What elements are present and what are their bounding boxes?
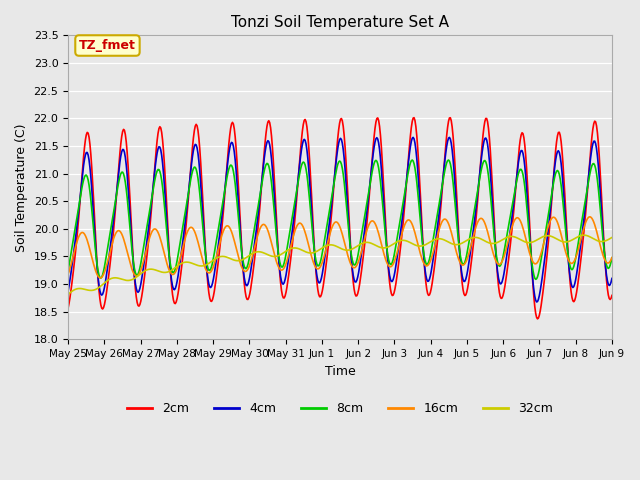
2cm [410,115,418,120]
2cm [385,269,392,275]
16cm [608,255,616,261]
32cm [428,239,435,244]
32cm [385,244,392,250]
8cm [161,202,168,208]
2cm [161,161,168,167]
32cm [608,235,616,240]
16cm [161,255,169,261]
4cm [204,276,212,282]
16cm [311,264,319,269]
16cm [96,275,104,281]
16cm [64,271,72,277]
Y-axis label: Soil Temperature (C): Soil Temperature (C) [15,123,28,252]
8cm [408,157,416,163]
16cm [586,214,594,220]
8cm [204,265,212,271]
Line: 16cm: 16cm [68,217,612,278]
16cm [475,218,483,224]
32cm [580,232,588,238]
Line: 32cm: 32cm [68,235,612,294]
8cm [532,276,540,282]
4cm [475,183,483,189]
8cm [475,183,483,189]
8cm [608,255,616,261]
X-axis label: Time: Time [324,365,355,378]
2cm [534,316,541,322]
4cm [64,288,72,294]
Text: TZ_fmet: TZ_fmet [79,39,136,52]
Line: 2cm: 2cm [68,118,612,319]
16cm [205,270,212,276]
8cm [310,246,318,252]
4cm [608,276,616,281]
2cm [310,242,318,248]
Legend: 2cm, 4cm, 8cm, 16cm, 32cm: 2cm, 4cm, 8cm, 16cm, 32cm [122,397,558,420]
8cm [385,257,392,263]
4cm [428,263,436,268]
4cm [310,246,318,252]
2cm [475,187,483,193]
32cm [64,291,72,297]
2cm [64,305,72,311]
4cm [532,299,540,305]
16cm [428,253,436,259]
Line: 4cm: 4cm [68,137,612,302]
Line: 8cm: 8cm [68,160,612,279]
2cm [204,282,212,288]
32cm [474,235,481,240]
4cm [385,266,392,272]
4cm [410,134,417,140]
8cm [64,267,72,273]
32cm [310,250,318,255]
4cm [161,182,168,188]
2cm [608,292,616,298]
32cm [161,270,168,276]
32cm [204,261,212,267]
2cm [428,280,436,286]
Title: Tonzi Soil Temperature Set A: Tonzi Soil Temperature Set A [231,15,449,30]
16cm [386,264,394,269]
8cm [428,242,436,248]
